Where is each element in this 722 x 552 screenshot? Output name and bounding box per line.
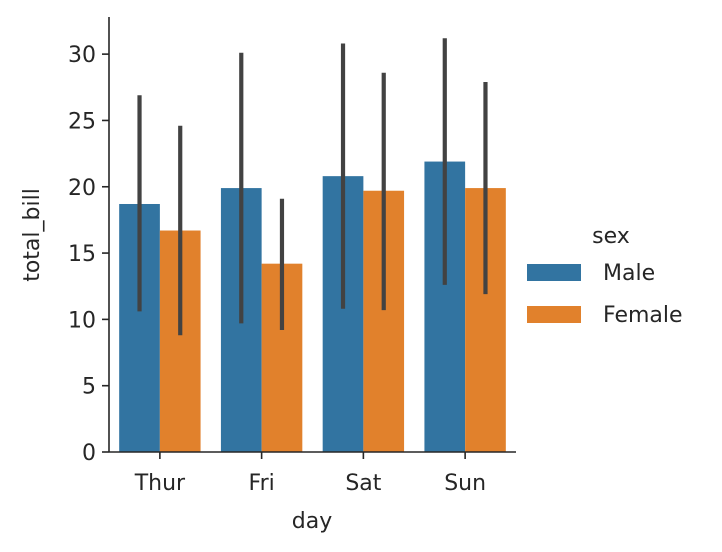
legend-label-male: Male [603,261,655,286]
legend-swatch-male [527,264,581,281]
x-axis-label: day [292,509,332,534]
bars-layer [119,161,506,453]
legend: sex Male Female [527,224,683,328]
legend-swatch-female [527,306,581,323]
y-axis-label: total_bill [20,188,45,282]
legend-label-female: Female [603,303,683,328]
y-tick-label-0: 0 [82,441,96,466]
x-tick-label-sun: Sun [444,471,486,496]
y-tick-label-10: 10 [68,308,96,333]
legend-title: sex [592,224,630,249]
y-tick-label-5: 5 [82,375,96,400]
y-ticks: 0 5 10 15 20 25 30 [68,43,109,466]
error-bars-layer [137,38,488,336]
x-tick-label-thur: Thur [134,471,186,496]
y-tick-label-15: 15 [68,242,96,267]
y-tick-label-30: 30 [68,43,96,68]
x-tick-label-sat: Sat [345,471,381,496]
x-ticks: Thur Fri Sat Sun [134,452,486,496]
y-tick-label-25: 25 [68,109,96,134]
y-tick-label-20: 20 [68,176,96,201]
x-tick-label-fri: Fri [249,471,275,496]
